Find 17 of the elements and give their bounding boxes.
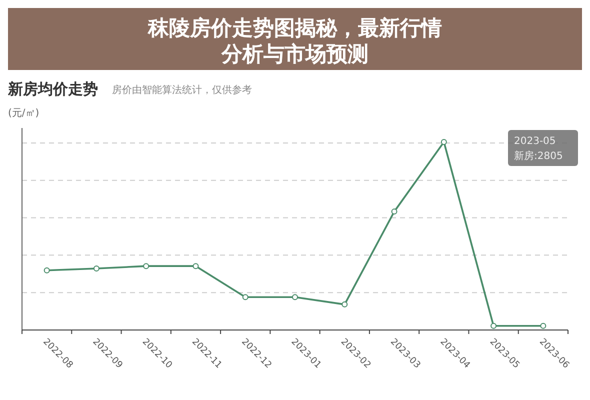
chart-subtitle: 新房均价走势: [7, 80, 98, 98]
text: 房价由智能算法统计，仅供参考: [112, 84, 252, 96]
point: [490, 322, 497, 329]
annotation: 2023-05: [514, 136, 556, 147]
point: [44, 267, 50, 274]
y-axis-title: (元/㎡): [8, 108, 40, 119]
point: [93, 266, 100, 272]
point: [242, 294, 248, 300]
point: [440, 139, 447, 145]
annotation: 新房:2805: [514, 150, 563, 162]
point: [342, 301, 348, 308]
point: [292, 294, 298, 300]
point: [143, 263, 150, 270]
point: [391, 208, 398, 215]
point: [540, 322, 546, 329]
point: [192, 263, 199, 270]
chart-title: 秣陵房价走势图揭秘，最新行情分析与市场预测: [147, 16, 442, 66]
